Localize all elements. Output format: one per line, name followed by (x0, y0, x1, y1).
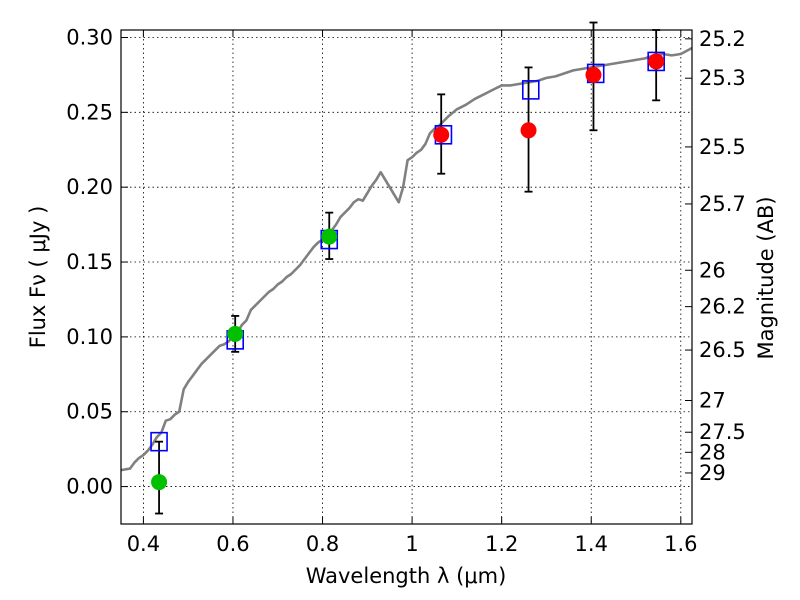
y-axis-label: Flux Fν ( μJy ) (26, 206, 50, 349)
y-tick-label: 0.15 (66, 250, 113, 274)
error-bars (155, 21, 661, 515)
observed-points (151, 53, 665, 491)
observed-point (585, 66, 602, 83)
spectrum-line (120, 46, 693, 472)
y2-tick-label: 26 (699, 258, 726, 282)
y2-tick-label: 29 (699, 461, 726, 485)
x-tick-label: 1 (405, 532, 418, 556)
grid-lines (121, 30, 692, 524)
x-tick-label: 1.2 (485, 532, 518, 556)
y2-tick-label: 25.5 (699, 135, 746, 159)
y2-tick-label: 26.5 (699, 338, 746, 362)
y-tick-label: 0.00 (66, 475, 113, 499)
y2-axis-label: Magnitude (AB) (754, 196, 778, 359)
y2-tick-label: 27 (699, 389, 726, 413)
model-squares (150, 51, 665, 452)
y-tick-label: 0.30 (66, 25, 113, 49)
observed-point (520, 122, 537, 139)
axis-ticks: 0.4 0.6 0.8 1 1.2 1.4 1.6 0.00 0.05 0.10 0.15 0.20 0… (66, 25, 746, 556)
y2-tick-label: 25.7 (699, 192, 746, 216)
y2-tick-label: 25.3 (699, 66, 746, 90)
x-tick-label: 0.4 (127, 532, 160, 556)
y2-tick-label: 25.2 (699, 27, 746, 51)
y2-tick-label: 26.2 (699, 295, 746, 319)
y2-tick-label: 28 (699, 440, 726, 464)
y-tick-label: 0.05 (66, 400, 113, 424)
y-tick-label: 0.20 (66, 175, 113, 199)
x-tick-label: 0.8 (306, 532, 339, 556)
x-axis-label: Wavelength λ (μm) (306, 564, 507, 588)
y-tick-label: 0.25 (66, 100, 113, 124)
y-tick-label: 0.10 (66, 325, 113, 349)
x-tick-label: 1.6 (664, 532, 697, 556)
x-tick-label: 0.6 (216, 532, 249, 556)
observed-point (227, 325, 244, 342)
observed-point (648, 53, 665, 70)
observed-point (151, 474, 168, 491)
model-square-marker (521, 80, 540, 100)
model-square-marker (150, 431, 168, 452)
plot-frame (120, 29, 693, 525)
y2-tick-label: 27.5 (699, 420, 746, 444)
x-tick-label: 1.4 (575, 532, 608, 556)
spectrum-layer (120, 46, 693, 472)
observed-point (321, 228, 338, 245)
observed-point (433, 126, 450, 143)
